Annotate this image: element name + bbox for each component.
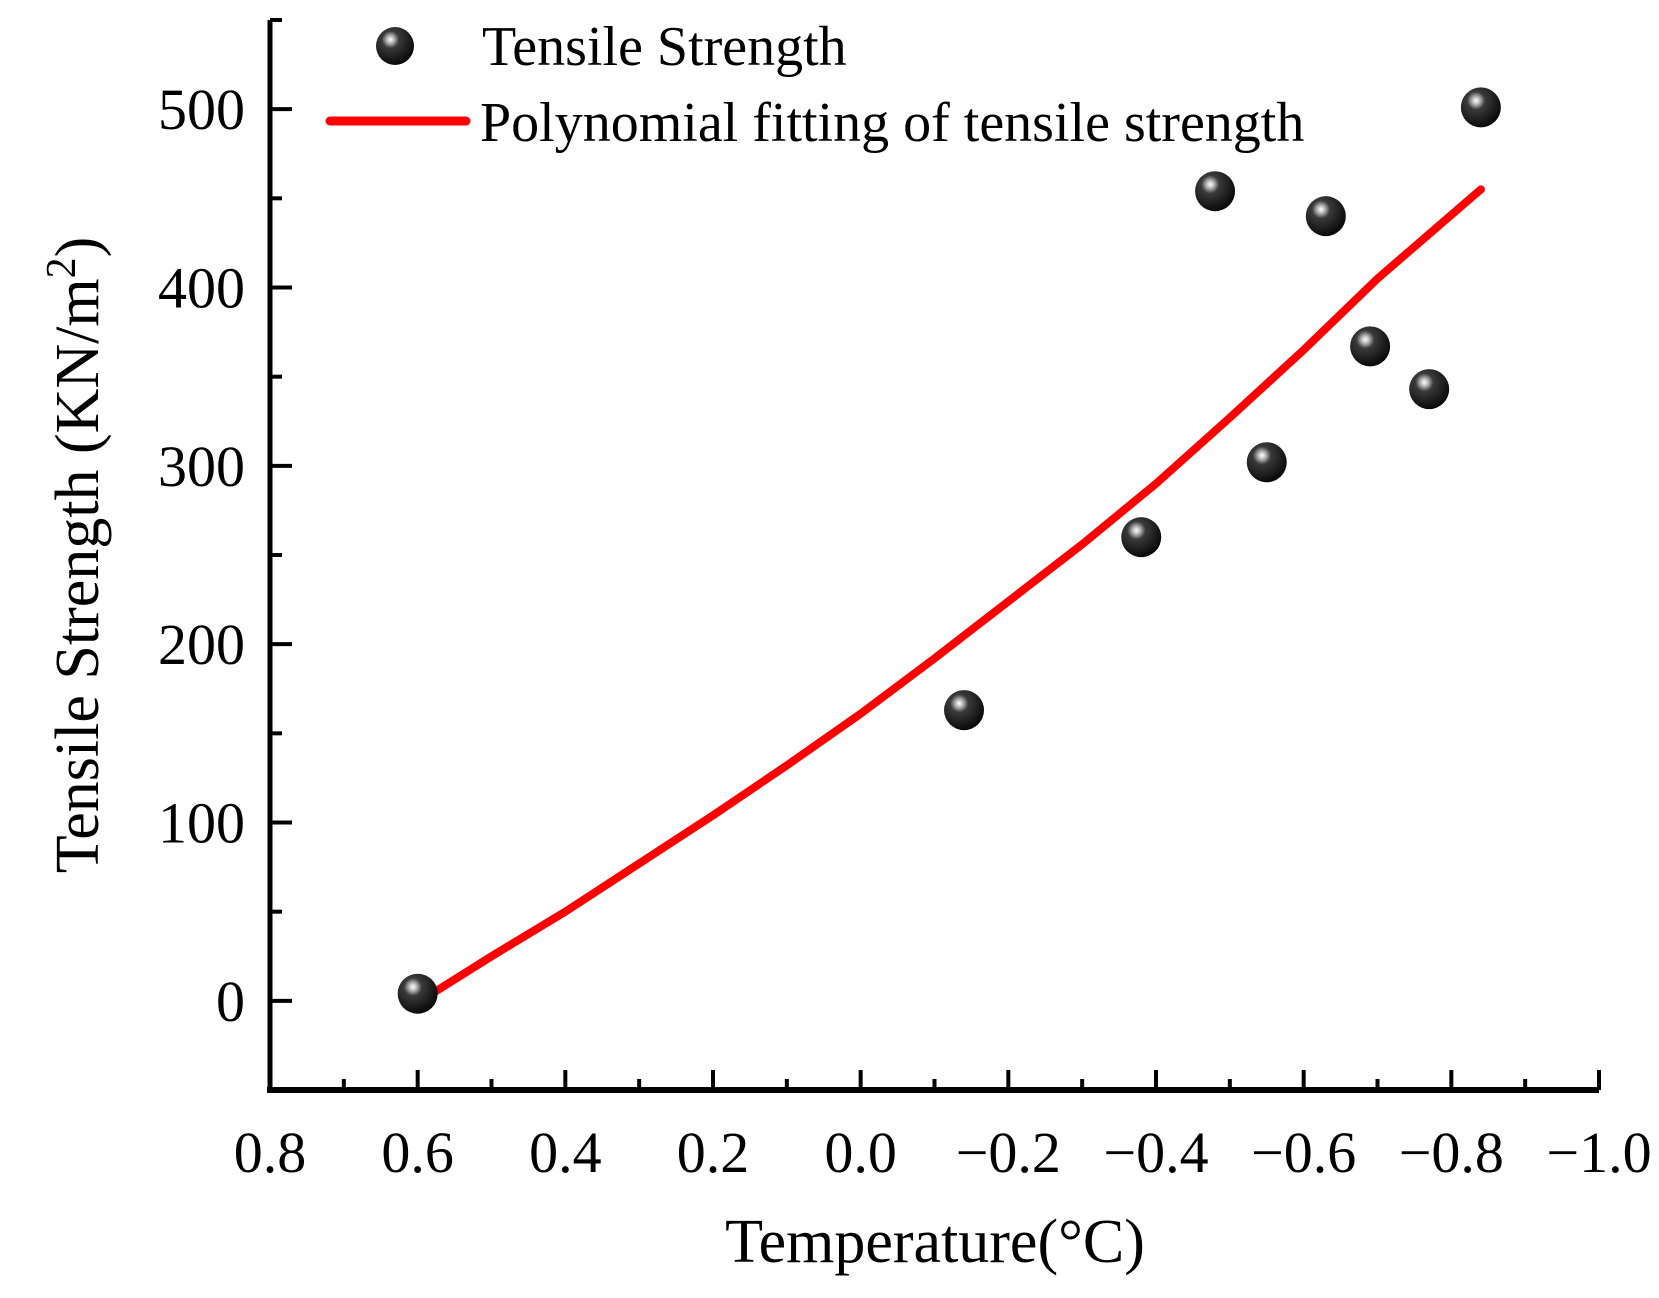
x-axis-title: Temperature(°C) bbox=[725, 1208, 1145, 1276]
data-point bbox=[1460, 87, 1501, 128]
x-tick-label: −0.8 bbox=[1399, 1120, 1504, 1185]
x-tick-label: 0.6 bbox=[381, 1120, 454, 1185]
legend: Tensile Strength Polynomial fitting of t… bbox=[325, 16, 1304, 154]
y-axis-title: Tensile Strength (KN/m2) bbox=[39, 237, 112, 874]
x-tick-label: −0.2 bbox=[956, 1120, 1061, 1185]
y-axis-title-superscript: 2 bbox=[39, 257, 85, 278]
y-tick-label: 400 bbox=[158, 256, 245, 321]
x-tick-label: 0.4 bbox=[529, 1120, 602, 1185]
x-tick-label: −0.6 bbox=[1251, 1120, 1356, 1185]
data-point bbox=[1409, 369, 1450, 410]
y-tick-label: 300 bbox=[158, 434, 245, 499]
y-axis-title-main: Tensile Strength (KN/m bbox=[44, 278, 112, 873]
x-tick-label: −0.4 bbox=[1103, 1120, 1208, 1185]
y-tick-label: 100 bbox=[158, 791, 245, 856]
x-tick-label: 0.8 bbox=[234, 1120, 307, 1185]
y-tick-label: 0 bbox=[216, 969, 245, 1034]
y-tick-label: 200 bbox=[158, 612, 245, 677]
x-tick-label: 0.2 bbox=[677, 1120, 750, 1185]
legend-label-fit: Polynomial fitting of tensile strength bbox=[480, 92, 1304, 154]
y-axis-title-close: ) bbox=[44, 237, 112, 258]
x-tick-label: 0.0 bbox=[824, 1120, 897, 1185]
data-point bbox=[397, 973, 438, 1014]
data-point bbox=[1121, 517, 1162, 558]
legend-label-scatter: Tensile Strength bbox=[482, 16, 847, 78]
data-point bbox=[1195, 171, 1236, 212]
fit-curve bbox=[413, 185, 1485, 1007]
data-point bbox=[944, 690, 985, 731]
data-point bbox=[1350, 326, 1391, 367]
data-point bbox=[1246, 442, 1287, 483]
data-point bbox=[1305, 196, 1346, 237]
x-tick-label: −1.0 bbox=[1546, 1120, 1651, 1185]
legend-marker-scatter bbox=[376, 27, 414, 65]
y-tick-label: 500 bbox=[158, 77, 245, 142]
